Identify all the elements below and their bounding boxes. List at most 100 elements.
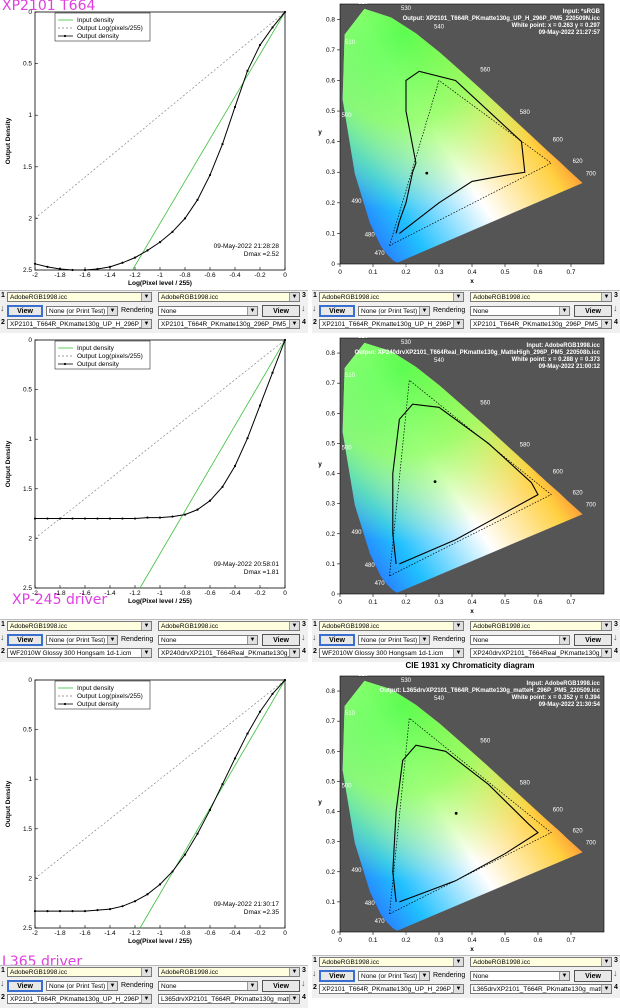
output-profile-select-top[interactable]: AdobeRGB1998.icc ▼	[470, 621, 612, 631]
output-profile-select-top[interactable]: AdobeRGB1998.icc ▼	[470, 292, 612, 302]
input-profile-select[interactable]: AdobeRGB1998.icc ▼	[7, 967, 152, 977]
chevron-down-icon[interactable]: ▼	[107, 636, 117, 644]
y-tick-label: 0.1	[326, 230, 335, 237]
legend-entry: Output Log(pixels/255)	[77, 25, 143, 32]
output-profile-select-top[interactable]: AdobeRGB1998.icc ▼	[158, 967, 300, 977]
legend-entry: Input density	[77, 685, 115, 692]
input-profile-select[interactable]: AdobeRGB1998.icc ▼	[319, 957, 464, 967]
chevron-down-icon[interactable]: ▼	[601, 649, 611, 657]
chevron-down-icon[interactable]: ▼	[141, 995, 151, 1003]
chevron-down-icon[interactable]: ▼	[453, 649, 463, 657]
input-profile-select[interactable]: AdobeRGB1998.icc ▼	[7, 621, 152, 631]
chevron-down-icon[interactable]: ▼	[289, 622, 299, 630]
rendering-select[interactable]: None ▼	[470, 971, 570, 981]
chevron-down-icon[interactable]: ▼	[289, 649, 299, 657]
device-profile-select[interactable]: XP2101_T664R_PKmatte130g_UP_H_296P_Pk ▼	[7, 994, 152, 1004]
y-tick-label: 0.8	[326, 16, 335, 23]
down-arrow-icon: ↓	[613, 632, 618, 642]
print-test-select[interactable]: None (or Print Test) ▼	[46, 635, 118, 645]
output-profile-select-bottom[interactable]: XP2101_T664R_PKmatte130g_296P_PM5_220 ▼	[158, 319, 300, 329]
device-profile-select[interactable]: XP2101_T664R_PKmatte130g_UP_H_296P_Pk ▼	[7, 319, 152, 329]
chevron-down-icon[interactable]: ▼	[107, 982, 117, 990]
print-test-select[interactable]: None (or Print Test) ▼	[46, 306, 118, 316]
view-button-2[interactable]: View	[262, 980, 300, 992]
chevron-down-icon[interactable]: ▼	[289, 995, 299, 1003]
chevron-down-icon[interactable]: ▼	[453, 622, 463, 630]
chevron-down-icon[interactable]: ▼	[453, 958, 463, 966]
chevron-down-icon[interactable]: ▼	[601, 622, 611, 630]
chevron-down-icon[interactable]: ▼	[247, 636, 257, 644]
chevron-down-icon[interactable]: ▼	[247, 982, 257, 990]
print-test-select[interactable]: None (or Print Test) ▼	[46, 981, 118, 991]
output-profile-select-top[interactable]: AdobeRGB1998.icc ▼	[158, 292, 300, 302]
row-number-4: 4	[302, 319, 306, 326]
rendering-select[interactable]: None ▼	[158, 635, 258, 645]
rendering-select[interactable]: None ▼	[470, 635, 570, 645]
chevron-down-icon[interactable]: ▼	[247, 307, 257, 315]
chevron-down-icon[interactable]: ▼	[559, 972, 569, 980]
view-button[interactable]: View	[7, 305, 43, 317]
view-button-2[interactable]: View	[262, 305, 300, 317]
x-tick-label: -0.8	[179, 930, 191, 937]
output-profile-select-bottom[interactable]: XP240drvXP2101_T664Real_PKmatte130g_Ma ▼	[158, 648, 300, 658]
chevron-down-icon[interactable]: ▼	[141, 320, 151, 328]
output-profile-select-bottom[interactable]: XP2101_T664R_PKmatte130g_296P_PM5_220 ▼	[470, 319, 612, 329]
chevron-down-icon[interactable]: ▼	[601, 958, 611, 966]
input-profile-select[interactable]: AdobeRGB1998.icc ▼	[7, 292, 152, 302]
chevron-down-icon[interactable]: ▼	[141, 968, 151, 976]
y-tick-label: 0.5	[23, 61, 32, 68]
output-profile-select-bottom[interactable]: L365drvXP2101_T664R_PKmatte130g_matteH ▼	[470, 984, 612, 994]
print-test-select[interactable]: None (or Print Test) ▼	[358, 971, 430, 981]
output-profile-select-bottom[interactable]: L365drvXP2101_T664R_PKmatte130g_matteH ▼	[158, 994, 300, 1004]
x-tick-label: -0.2	[254, 590, 266, 597]
annotation-dmax: Dmax =2.35	[244, 909, 280, 916]
device-profile-select[interactable]: XP2101_T664R_PKmatte130g_UP_H_296P_Pk ▼	[319, 319, 464, 329]
chevron-down-icon[interactable]: ▼	[601, 293, 611, 301]
chevron-down-icon[interactable]: ▼	[601, 320, 611, 328]
info-line: Input: *sRGB	[563, 9, 601, 15]
print-test-select[interactable]: None (or Print Test) ▼	[358, 635, 430, 645]
view-button[interactable]: View	[319, 634, 355, 646]
chevron-down-icon[interactable]: ▼	[107, 307, 117, 315]
rendering-select[interactable]: None ▼	[158, 306, 258, 316]
output-density-point	[83, 517, 87, 520]
chevron-down-icon[interactable]: ▼	[453, 985, 463, 993]
input-profile-select[interactable]: AdobeRGB1998.icc ▼	[319, 292, 464, 302]
view-button-2[interactable]: View	[574, 970, 612, 982]
wavelength-label: 600	[553, 808, 564, 814]
chevron-down-icon[interactable]: ▼	[419, 636, 429, 644]
chevron-down-icon[interactable]: ▼	[453, 293, 463, 301]
chevron-down-icon[interactable]: ▼	[141, 293, 151, 301]
view-button-2[interactable]: View	[574, 634, 612, 646]
view-button-2[interactable]: View	[262, 634, 300, 646]
rendering-label: Rendering	[121, 982, 154, 989]
chevron-down-icon[interactable]: ▼	[289, 320, 299, 328]
chevron-down-icon[interactable]: ▼	[419, 307, 429, 315]
print-test-select[interactable]: None (or Print Test) ▼	[358, 306, 430, 316]
chevron-down-icon[interactable]: ▼	[141, 622, 151, 630]
chevron-down-icon[interactable]: ▼	[601, 985, 611, 993]
output-profile-select-bottom[interactable]: XP240drvXP2101_T664Real_PKmatte130g_Ma ▼	[470, 648, 612, 658]
chevron-down-icon[interactable]: ▼	[559, 307, 569, 315]
wavelength-label: 520	[358, 334, 369, 340]
view-button[interactable]: View	[7, 634, 43, 646]
device-profile-select[interactable]: WF2010W Glossy 300 Hongsam 1d-1.icm ▼	[7, 648, 152, 658]
output-profile-select-top[interactable]: AdobeRGB1998.icc ▼	[470, 957, 612, 967]
output-profile-select-top[interactable]: AdobeRGB1998.icc ▼	[158, 621, 300, 631]
view-button[interactable]: View	[319, 970, 355, 982]
rendering-select[interactable]: None ▼	[158, 981, 258, 991]
chevron-down-icon[interactable]: ▼	[141, 649, 151, 657]
chevron-down-icon[interactable]: ▼	[419, 972, 429, 980]
view-button-2[interactable]: View	[574, 305, 612, 317]
view-button[interactable]: View	[319, 305, 355, 317]
chevron-down-icon[interactable]: ▼	[453, 320, 463, 328]
view-button[interactable]: View	[7, 980, 43, 992]
chevron-down-icon[interactable]: ▼	[289, 293, 299, 301]
input-profile-select[interactable]: AdobeRGB1998.icc ▼	[319, 621, 464, 631]
device-profile-select[interactable]: WF2010W Glossy 300 Hongsam 1d-1.icm ▼	[319, 648, 464, 658]
wavelength-label: 400	[398, 266, 409, 272]
rendering-select[interactable]: None ▼	[470, 306, 570, 316]
device-profile-select[interactable]: XP2101_T664R_PKmatte130g_UP_H_296P_Pk ▼	[319, 984, 464, 994]
chevron-down-icon[interactable]: ▼	[559, 636, 569, 644]
chevron-down-icon[interactable]: ▼	[289, 968, 299, 976]
